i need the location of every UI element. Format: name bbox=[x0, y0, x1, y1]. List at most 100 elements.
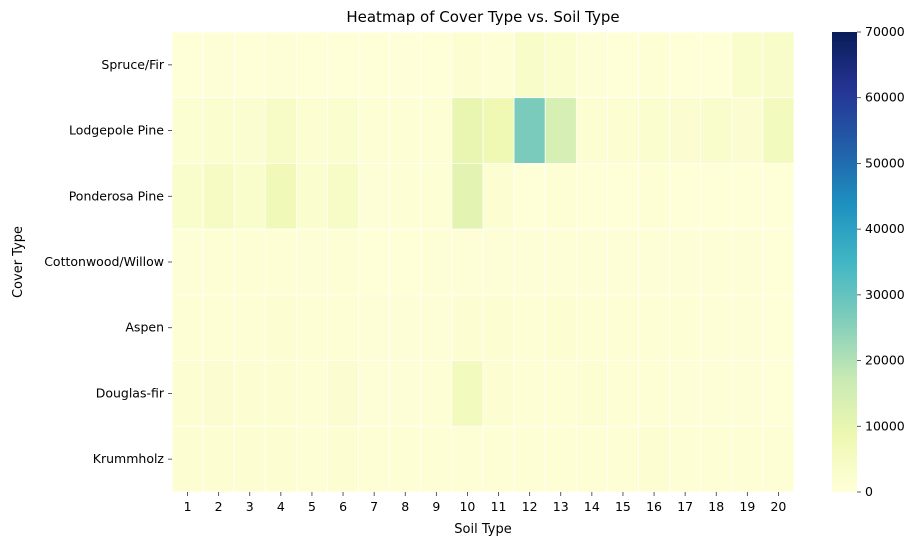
colorbar-tick-label: 70000 bbox=[865, 24, 905, 39]
heatmap-cell bbox=[451, 425, 484, 493]
heatmap-cell bbox=[171, 425, 204, 493]
heatmap-cell bbox=[171, 163, 204, 230]
heatmap-cell bbox=[389, 163, 422, 230]
heatmap-cell bbox=[669, 425, 702, 493]
heatmap-cell bbox=[451, 360, 484, 427]
heatmap-cell bbox=[420, 97, 453, 164]
heatmap-cell bbox=[762, 294, 795, 361]
heatmap-cell bbox=[358, 31, 391, 99]
heatmap-cell bbox=[171, 31, 204, 99]
heatmap-cell bbox=[762, 97, 795, 164]
heatmap-cell bbox=[358, 228, 391, 296]
y-tick-label: Douglas-fir bbox=[96, 385, 165, 400]
heatmap-cell bbox=[700, 97, 733, 164]
heatmap-cell bbox=[327, 425, 359, 493]
heatmap-cell bbox=[296, 97, 328, 164]
heatmap-cell bbox=[638, 294, 670, 361]
x-tick-label: 15 bbox=[615, 499, 631, 514]
y-tick-label: Krummholz bbox=[93, 451, 165, 466]
heatmap-cell bbox=[389, 294, 422, 361]
heatmap-cell bbox=[513, 425, 546, 493]
heatmap-cell bbox=[482, 425, 515, 493]
heatmap-cell bbox=[575, 97, 608, 164]
heatmap-cell bbox=[607, 97, 639, 164]
heatmap-cell bbox=[575, 360, 608, 427]
x-axis-ticks: 1 2 3 4 5 6 7 8 9 10 11 12 13 14 15 16 17 18 19 20 bbox=[184, 492, 786, 514]
heatmap-cell bbox=[544, 163, 577, 230]
colorbar-ticks: 0 10000 20000 30000 40000 50000 60000 70000 bbox=[857, 24, 905, 499]
heatmap-cell bbox=[296, 163, 328, 230]
heatmap-cell bbox=[233, 294, 266, 361]
heatmap-cell bbox=[762, 425, 795, 493]
heatmap-cell bbox=[327, 228, 359, 296]
heatmap-cell bbox=[513, 294, 546, 361]
heatmap-cell bbox=[358, 360, 391, 427]
heatmap-cell bbox=[575, 31, 608, 99]
heatmap-cell bbox=[544, 425, 577, 493]
heatmap-cell bbox=[296, 360, 328, 427]
heatmap-cell bbox=[700, 31, 733, 99]
colorbar-tick-label: 10000 bbox=[865, 418, 905, 433]
heatmap-cell bbox=[607, 425, 639, 493]
heatmap-cell bbox=[544, 360, 577, 427]
heatmap-cell bbox=[700, 360, 733, 427]
colorbar-tick-label: 40000 bbox=[865, 221, 905, 236]
heatmap-cell bbox=[669, 294, 702, 361]
heatmap-cell bbox=[638, 360, 670, 427]
heatmap-cell bbox=[358, 163, 391, 230]
heatmap-cell bbox=[451, 294, 484, 361]
heatmap-cell bbox=[264, 31, 297, 99]
heatmap-cell bbox=[482, 294, 515, 361]
x-tick-label: 1 bbox=[184, 499, 192, 514]
heatmap-cell bbox=[233, 97, 266, 164]
heatmap-cell bbox=[358, 425, 391, 493]
heatmap-cell bbox=[700, 228, 733, 296]
heatmap-cell bbox=[296, 294, 328, 361]
x-tick-label: 5 bbox=[308, 499, 316, 514]
heatmap-cell bbox=[700, 294, 733, 361]
heatmap-cell bbox=[731, 294, 764, 361]
heatmap-cell bbox=[731, 31, 764, 99]
x-axis-label: Soil Type bbox=[454, 522, 511, 537]
heatmap-cell bbox=[451, 31, 484, 99]
heatmap-cell bbox=[264, 97, 297, 164]
x-tick-label: 20 bbox=[770, 499, 786, 514]
y-tick-label: Lodgepole Pine bbox=[69, 123, 164, 138]
heatmap-cell bbox=[762, 163, 795, 230]
heatmap-cell bbox=[544, 294, 577, 361]
heatmap-cell bbox=[420, 31, 453, 99]
heatmap-cell bbox=[358, 97, 391, 164]
heatmap-cell bbox=[171, 97, 204, 164]
heatmap-cell bbox=[638, 163, 670, 230]
heatmap-cell bbox=[264, 360, 297, 427]
heatmap-cell bbox=[233, 425, 266, 493]
heatmap-cell bbox=[575, 425, 608, 493]
heatmap-cell bbox=[420, 360, 453, 427]
heatmap-cell bbox=[731, 163, 764, 230]
heatmap-cell bbox=[638, 31, 670, 99]
heatmap-cell bbox=[762, 360, 795, 427]
x-tick-label: 13 bbox=[553, 499, 569, 514]
x-tick-label: 8 bbox=[401, 499, 409, 514]
x-tick-label: 12 bbox=[522, 499, 538, 514]
heatmap-cell bbox=[420, 425, 453, 493]
x-tick-label: 2 bbox=[215, 499, 223, 514]
x-tick-label: 7 bbox=[370, 499, 378, 514]
heatmap-cell bbox=[762, 31, 795, 99]
heatmap-cell bbox=[451, 228, 484, 296]
heatmap-cell bbox=[202, 228, 235, 296]
heatmap-cell bbox=[575, 294, 608, 361]
x-tick-label: 6 bbox=[339, 499, 347, 514]
heatmap-cell bbox=[451, 97, 484, 164]
x-tick-label: 10 bbox=[459, 499, 475, 514]
heatmap-cell bbox=[202, 163, 235, 230]
heatmap-cell bbox=[482, 31, 515, 99]
colorbar-tick-label: 0 bbox=[865, 484, 873, 499]
chart-title: Heatmap of Cover Type vs. Soil Type bbox=[346, 8, 619, 26]
heatmap-cell bbox=[327, 31, 359, 99]
heatmap-cell bbox=[233, 163, 266, 230]
x-tick-label: 9 bbox=[432, 499, 440, 514]
heatmap-cell bbox=[669, 163, 702, 230]
colorbar-tick-label: 60000 bbox=[865, 90, 905, 105]
heatmap-cell bbox=[233, 31, 266, 99]
